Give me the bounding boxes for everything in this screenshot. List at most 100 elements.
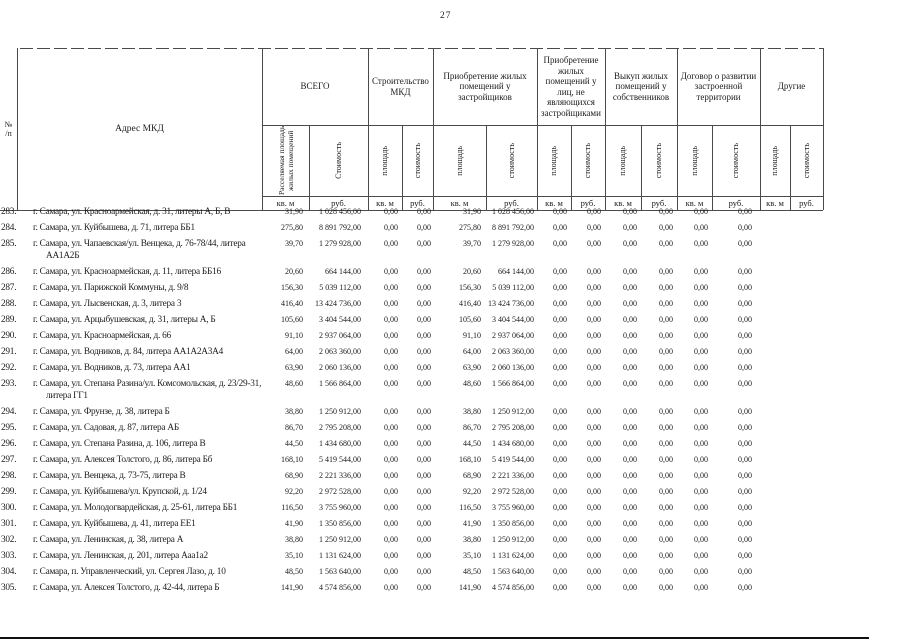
cell-value-2: 0,00 (384, 423, 398, 432)
cell-value-10: 0,00 (694, 503, 708, 512)
cell-value-6: 0,00 (553, 223, 567, 232)
row-number: 299. (1, 487, 17, 497)
vertical-split-line-4 (641, 125, 642, 210)
table-top-border (20, 48, 823, 49)
vertical-split-line-5 (712, 125, 713, 210)
cell-value-6: 0,00 (553, 551, 567, 560)
vertical-line-3 (433, 48, 434, 210)
cell-value-4: 38,80 (463, 535, 481, 544)
table-row: 288. г. Самара, ул. Лысвенская, д. 3, лит… (0, 298, 860, 310)
vertical-line-5 (605, 48, 606, 210)
cell-value-10: 0,00 (694, 487, 708, 496)
cell-value-11: 0,00 (738, 439, 752, 448)
cell-value-7: 0,00 (587, 535, 601, 544)
cell-value-2: 0,00 (384, 471, 398, 480)
row-address: г. Самара, ул. Красноармейская, д. 31, л… (33, 207, 231, 217)
cell-value-11: 0,00 (738, 239, 752, 248)
row-address: г. Самара, ул. Чапаевская/ул. Венцека, д… (33, 239, 246, 261)
cell-value-1: 1 131 624,00 (319, 551, 361, 560)
table-row: 284. г. Самара, ул. Куйбышева, д. 71, лит… (0, 222, 860, 234)
cell-value-8: 0,00 (623, 347, 637, 356)
row-address: г. Самара, ул. Красноармейская, д. 66 (33, 331, 171, 341)
cell-value-7: 0,00 (587, 283, 601, 292)
cell-value-0: 38,80 (285, 535, 303, 544)
cell-value-6: 0,00 (553, 299, 567, 308)
cell-value-9: 0,00 (659, 267, 673, 276)
cell-value-10: 0,00 (694, 567, 708, 576)
subcol-area-label-1: площадь (368, 125, 402, 196)
cell-value-7: 0,00 (587, 487, 601, 496)
cell-value-8: 0,00 (623, 283, 637, 292)
cell-value-11: 0,00 (738, 519, 752, 528)
cell-value-2: 0,00 (384, 315, 398, 324)
cell-value-10: 0,00 (694, 315, 708, 324)
table-row: 295. г. Самара, ул. Садовая, д. 87, литер… (0, 422, 860, 434)
cell-value-3: 0,00 (417, 379, 431, 388)
cell-value-7: 0,00 (587, 439, 601, 448)
cell-value-0: 20,60 (285, 267, 303, 276)
table-row: 292. г. Самара, ул. Водников, д. 73, лите… (0, 362, 860, 374)
cell-value-5: 5 039 112,00 (492, 283, 534, 292)
subcol-area-label-text-2: площадь (454, 145, 464, 176)
cell-value-1: 1 563 640,00 (319, 567, 361, 576)
row-address: г. Самара, ул. Куйбышева/ул. Крупской, д… (33, 487, 207, 497)
cell-value-3: 0,00 (417, 535, 431, 544)
cell-value-9: 0,00 (659, 551, 673, 560)
cell-value-3: 0,00 (417, 283, 431, 292)
cell-value-1: 1 566 864,00 (319, 379, 361, 388)
cell-value-2: 0,00 (384, 363, 398, 372)
cell-value-11: 0,00 (738, 299, 752, 308)
cell-value-6: 0,00 (553, 331, 567, 340)
cell-value-0: 92,20 (285, 487, 303, 496)
cell-value-4: 31,90 (463, 207, 481, 216)
cell-value-7: 0,00 (587, 379, 601, 388)
cell-value-7: 0,00 (587, 331, 601, 340)
row-address: г. Самара, ул. Садовая, д. 87, литера АБ (33, 423, 179, 433)
table-row: 293. г. Самара, ул. Степана Разина/ул. Ко… (0, 378, 860, 402)
cell-value-8: 0,00 (623, 439, 637, 448)
subcol-cost-label-1: стоимость (402, 125, 433, 196)
cell-value-0: 48,50 (285, 567, 303, 576)
cell-value-5: 13 424 736,00 (488, 299, 534, 308)
cell-value-8: 0,00 (623, 239, 637, 248)
subcol-cost-label-text-1: стоимость (412, 142, 422, 179)
cell-value-4: 68,90 (463, 471, 481, 480)
table-row: 303. г. Самара, ул. Ленинская, д. 201, ли… (0, 550, 860, 562)
cell-value-6: 0,00 (553, 567, 567, 576)
cell-value-8: 0,00 (623, 379, 637, 388)
cell-value-2: 0,00 (384, 583, 398, 592)
unit-area-6: кв. м (766, 198, 784, 208)
group-header-3: Приобретение жилых помещений у лиц, не я… (541, 55, 601, 118)
table-row: 285. г. Самара, ул. Чапаевская/ул. Венцек… (0, 238, 860, 262)
row-address: г. Самара, ул. Венцека, д. 73-75, литера… (33, 471, 186, 481)
row-number: 301. (1, 519, 17, 529)
row-address: г. Самара, ул. Парижской Коммуны, д. 9/8 (33, 283, 189, 293)
cell-value-10: 0,00 (694, 223, 708, 232)
subcol-cost-label-text-6: стоимость (801, 142, 811, 179)
cell-value-4: 44,50 (463, 439, 481, 448)
row-number: 292. (1, 363, 17, 373)
cell-value-6: 0,00 (553, 583, 567, 592)
cell-value-1: 5 039 112,00 (319, 283, 361, 292)
cell-value-8: 0,00 (623, 267, 637, 276)
cell-value-0: 48,60 (285, 379, 303, 388)
subcol-area-label-text-3: площадь (549, 145, 559, 176)
unit-area-1: кв. м (376, 198, 394, 208)
row-address: г. Самара, ул. Степана Разина/ул. Комсом… (33, 379, 262, 401)
cell-value-3: 0,00 (417, 223, 431, 232)
cell-value-7: 0,00 (587, 567, 601, 576)
cell-value-0: 31,90 (285, 207, 303, 216)
cell-value-11: 0,00 (738, 267, 752, 276)
cell-value-7: 0,00 (587, 423, 601, 432)
cell-value-1: 1 434 680,00 (319, 439, 361, 448)
cell-value-7: 0,00 (587, 551, 601, 560)
cell-value-4: 168,10 (459, 455, 481, 464)
subcol-cost-label-text-3: стоимость (583, 142, 593, 179)
vertical-split-line-6 (790, 125, 791, 210)
cell-value-5: 1 028 456,00 (492, 207, 534, 216)
table-row: 298. г. Самара, ул. Венцека, д. 73-75, ли… (0, 470, 860, 482)
cell-value-2: 0,00 (384, 503, 398, 512)
cell-value-0: 156,30 (281, 283, 303, 292)
unit-cost-0: руб. (331, 198, 346, 208)
cell-value-11: 0,00 (738, 331, 752, 340)
